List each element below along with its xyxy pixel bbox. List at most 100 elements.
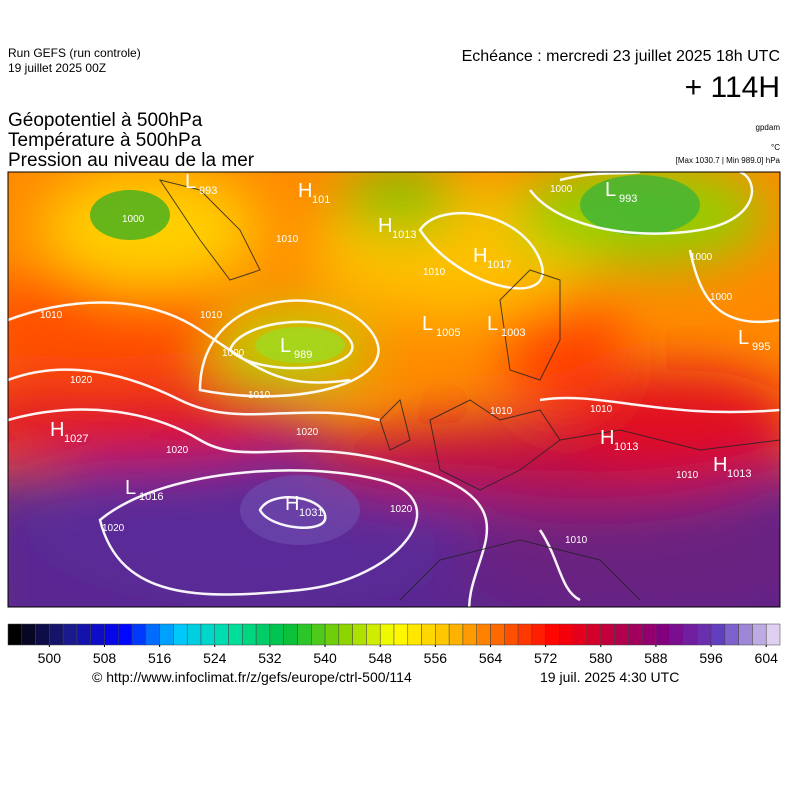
center-type: L <box>487 313 498 335</box>
colorbar-swatch <box>407 623 422 646</box>
isobar-label: 1010 <box>490 406 513 417</box>
colorbar-swatch <box>421 623 436 646</box>
title: Température à 500hPa <box>8 130 202 151</box>
colorbar-swatch <box>462 623 477 646</box>
isobar-label: 1000 <box>550 184 573 195</box>
colorbar-swatch <box>90 623 105 646</box>
colorbar-swatch <box>186 623 202 646</box>
unit: °C <box>771 143 780 152</box>
center-type: H <box>298 180 312 202</box>
colorbar-swatch <box>49 623 64 646</box>
colorbar-swatch <box>531 623 546 646</box>
colorbar-swatch <box>752 623 767 646</box>
colorbar-tick-label: 556 <box>424 650 448 666</box>
colorbar-swatch <box>545 623 560 646</box>
colorbar-tick-label: 508 <box>93 650 117 666</box>
colorbar-tick-label: 564 <box>479 650 503 666</box>
colorbar-swatch <box>21 623 36 646</box>
colorbar-swatch <box>200 623 216 646</box>
center-type: L <box>422 313 433 335</box>
colorbar-swatch <box>297 623 312 646</box>
issued: 19 juil. 2025 4:30 UTC <box>540 669 679 685</box>
isobar-label: 1000 <box>710 292 733 303</box>
colorbar-swatch <box>159 623 174 646</box>
colorbar-tick-label: 540 <box>313 650 337 666</box>
colorbar-swatch <box>669 623 684 646</box>
colorbar-swatch <box>710 623 726 646</box>
colorbar-swatch <box>476 623 491 646</box>
center-type: L <box>280 335 291 357</box>
colorbar-swatch <box>683 623 698 646</box>
colorbar-swatch <box>628 623 643 646</box>
colorbar-swatch <box>269 623 284 646</box>
colorbar-tick-label: 580 <box>589 650 613 666</box>
colorbar-swatch <box>311 623 326 646</box>
center-type: L <box>185 171 196 193</box>
center-type: H <box>50 419 64 441</box>
center-pressure: 1027 <box>64 433 88 445</box>
colorbar-swatch <box>366 623 381 646</box>
isobar-label: 1020 <box>390 504 413 515</box>
colorbar-swatch <box>145 623 160 646</box>
colorbar-tick-label: 596 <box>699 650 723 666</box>
source: © http://www.infoclimat.fr/z/gefs/europe… <box>92 669 412 685</box>
colorbar-swatch <box>614 623 629 646</box>
colorbar-swatch <box>255 623 271 646</box>
colorbar-tick-label: 524 <box>203 650 227 666</box>
center-pressure: 1031 <box>299 507 323 519</box>
colorbar-swatch <box>214 623 229 646</box>
center-pressure: 989 <box>294 349 312 361</box>
colorbar-swatch <box>435 623 450 646</box>
center-pressure: 1005 <box>436 327 460 339</box>
colorbar-swatch <box>173 623 188 646</box>
colorbar-swatch <box>118 623 133 646</box>
colorbar-swatch <box>338 623 353 646</box>
colorbar-tick-label: 572 <box>534 650 558 666</box>
run-date: 19 juillet 2025 00Z <box>8 61 106 75</box>
isobar-label: 1010 <box>676 470 699 481</box>
colorbar-swatch <box>655 623 670 646</box>
isobar-label: 1000 <box>122 214 145 225</box>
colorbar-swatch <box>600 623 615 646</box>
colorbar-swatch <box>448 623 464 646</box>
colorbar-swatch <box>738 623 753 646</box>
colorbar-tick-label: 500 <box>38 650 62 666</box>
colorbar-swatch <box>586 623 602 646</box>
colorbar-swatch <box>76 623 91 646</box>
isobar-label: 1020 <box>166 445 189 456</box>
title: Pression au niveau de la mer <box>8 150 255 171</box>
isobar-label: 1010 <box>276 234 299 245</box>
colorbar-swatch <box>559 623 574 646</box>
unit: gpdam <box>756 123 781 132</box>
lead-time: + 114H <box>685 71 780 104</box>
isobar-label: 1000 <box>690 252 713 263</box>
center-type: L <box>738 327 749 349</box>
colorbar-swatch <box>697 623 712 646</box>
center-type: L <box>125 477 136 499</box>
center-pressure: 101 <box>312 194 330 206</box>
colorbar-tick-label: 548 <box>369 650 393 666</box>
center-pressure: 1013 <box>727 468 751 480</box>
isobar-label: 1000 <box>222 348 245 359</box>
isobar-label: 1010 <box>40 310 63 321</box>
colorbar-tick-label: 516 <box>148 650 172 666</box>
center-pressure: 993 <box>199 185 217 197</box>
colorbar-tick-label: 588 <box>644 650 668 666</box>
colorbar-swatch <box>641 623 657 646</box>
colorbar-swatch <box>228 623 243 646</box>
colorbar-swatch <box>572 623 588 646</box>
isobar-label: 1020 <box>102 523 125 534</box>
colorbar-tick-label: 604 <box>755 650 779 666</box>
isobar-label: 1010 <box>248 390 271 401</box>
colorbar-tick-label: 532 <box>258 650 282 666</box>
colorbar-swatch <box>35 623 50 646</box>
run: Run GEFS (run controle) <box>8 46 141 60</box>
title: Géopotentiel à 500hPa <box>8 110 203 131</box>
center-type: H <box>600 427 614 449</box>
isobar-label: 1020 <box>296 427 319 438</box>
isobar-label: 1010 <box>590 404 613 415</box>
center-type: L <box>605 179 616 201</box>
colorbar-swatch <box>104 623 119 646</box>
